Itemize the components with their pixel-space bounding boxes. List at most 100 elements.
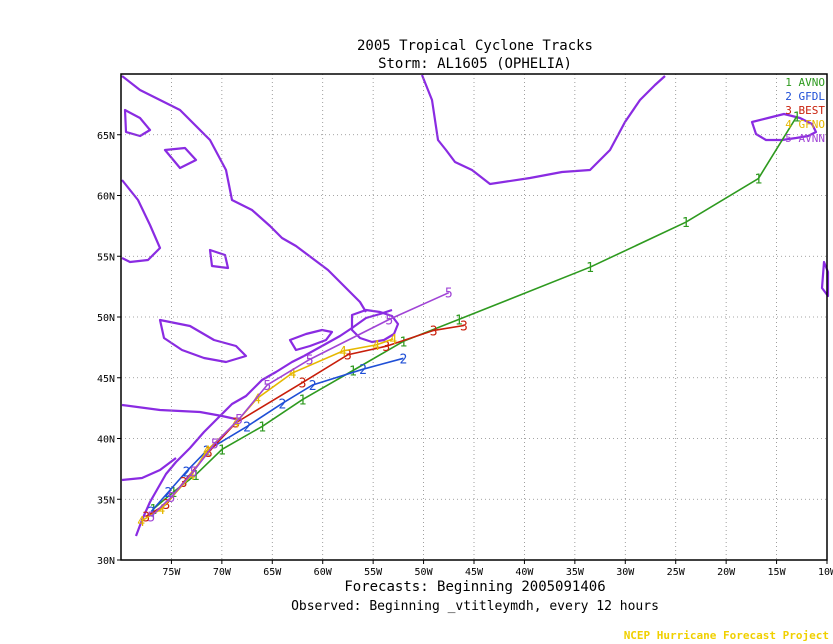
iceland-coast xyxy=(750,112,818,142)
greenland-coast xyxy=(420,74,666,186)
x-tick-label: 25W xyxy=(667,567,686,578)
x-tick-label: 45W xyxy=(465,567,484,578)
track-marker: 3 xyxy=(382,340,390,355)
y-tick-label: 50N xyxy=(97,313,115,324)
legend-entry: 2 GFDL xyxy=(785,90,825,103)
great-lakes-outline xyxy=(158,318,248,364)
track-marker: 4 xyxy=(389,333,397,348)
x-tick-label: 20W xyxy=(717,567,736,578)
y-tick-label: 40N xyxy=(97,435,115,446)
hudson-bay-coast xyxy=(121,179,162,264)
track-marker: 2 xyxy=(203,445,211,460)
track-marker: 2 xyxy=(309,379,317,394)
y-tick-label: 55N xyxy=(97,252,115,263)
y-tick-label: 65N xyxy=(97,131,115,142)
track-marker: 5 xyxy=(235,413,243,428)
track-marker: 5 xyxy=(190,465,198,480)
legend-entry: 5 AVNN xyxy=(785,132,825,145)
track-marker: 1 xyxy=(399,335,407,350)
labrador-coast xyxy=(121,75,367,313)
x-tick-label: 35W xyxy=(566,567,585,578)
track-marker: 2 xyxy=(243,420,251,435)
x-tick-label: 60W xyxy=(314,567,333,578)
track-marker: 1 xyxy=(793,111,801,126)
x-tick-label: 10W xyxy=(818,567,833,578)
track-marker: 2 xyxy=(164,486,172,501)
nova-scotia-coast xyxy=(288,328,334,352)
track-marker: 4 xyxy=(339,345,347,360)
x-tick-label: 75W xyxy=(162,567,181,578)
track-marker: 3 xyxy=(430,324,438,339)
track-line xyxy=(150,291,450,517)
x-tick-label: 50W xyxy=(415,567,434,578)
track-marker: 3 xyxy=(299,377,307,392)
map-land xyxy=(121,74,830,537)
track-marker: 5 xyxy=(445,287,453,302)
track-marker: 4 xyxy=(372,339,380,354)
y-tick-label: 45N xyxy=(97,374,115,385)
grid-lines xyxy=(121,74,828,561)
track-marker: 5 xyxy=(385,313,393,328)
y-axis-ticks: 30N 35N 40N 45N 50N 55N 60N 65N xyxy=(97,131,121,567)
chart-title-line1: 2005 Tropical Cyclone Tracks xyxy=(357,38,593,54)
track-marker: 1 xyxy=(299,394,307,409)
track-marker: 3 xyxy=(205,446,213,461)
track-marker: 1 xyxy=(455,313,463,328)
legend-entry: 1 AVNO xyxy=(785,76,825,89)
track-marker: 3 xyxy=(232,417,240,432)
track-marker: 4 xyxy=(232,417,240,432)
inland-boundary xyxy=(121,403,241,422)
track-line xyxy=(150,357,404,512)
track-marker: 1 xyxy=(258,420,266,435)
x-tick-label: 15W xyxy=(768,567,787,578)
plot-frame xyxy=(120,73,828,561)
y-tick-label: 60N xyxy=(97,192,115,203)
legend-entry: 4 GFNO xyxy=(785,118,825,131)
track-marker: 1 xyxy=(218,443,226,458)
legend-entry: 3 BEST xyxy=(785,104,825,117)
x-axis-ticks: 75W 70W 65W 60W 55W 50W 45W 40W 35W 30W 25W 20W 15W 1… xyxy=(162,560,833,578)
track-marker: 4 xyxy=(253,392,261,407)
track-marker: 5 xyxy=(263,379,271,394)
track-marker: 1 xyxy=(682,216,690,231)
track-marker: 2 xyxy=(183,465,191,480)
credit-text: NCEP Hurricane Forecast Project xyxy=(624,629,829,642)
x-tick-label: 40W xyxy=(515,567,534,578)
track-marker: 2 xyxy=(278,397,286,412)
x-tick-label: 65W xyxy=(263,567,282,578)
track-marker: 4 xyxy=(188,469,196,484)
track-marker: 5 xyxy=(211,437,219,452)
x-tick-label: 55W xyxy=(364,567,383,578)
track-marker: 3 xyxy=(344,349,352,364)
track-marker: 4 xyxy=(289,367,297,382)
track-marker: 1 xyxy=(755,172,763,187)
y-tick-label: 35N xyxy=(97,495,115,506)
x-tick-label: 70W xyxy=(213,567,232,578)
inland-boundary-2 xyxy=(121,457,177,482)
track-marker: 2 xyxy=(359,363,367,378)
us-east-coast xyxy=(134,355,305,537)
track-marker: 4 xyxy=(137,515,145,530)
track-marker: 5 xyxy=(306,354,314,369)
track-marker: 1 xyxy=(192,469,200,484)
track-marker: 4 xyxy=(157,503,165,518)
track-marker: 3 xyxy=(162,498,170,513)
baffin-islands xyxy=(123,108,230,270)
track-marker: 4 xyxy=(203,445,211,460)
y-tick-label: 30N xyxy=(97,556,115,567)
footer-observed-line: Observed: Beginning _vtitleymdh, every 1… xyxy=(291,599,659,614)
track-marker: 1 xyxy=(586,261,594,276)
track-marker: 2 xyxy=(399,352,407,367)
track-marker: 3 xyxy=(460,320,468,335)
footer-forecast-line: Forecasts: Beginning 2005091406 xyxy=(344,579,605,595)
chart-title-line2: Storm: AL1605 (OPHELIA) xyxy=(378,56,572,72)
track-line xyxy=(152,116,798,510)
track-marker: 5 xyxy=(168,491,176,506)
track-marker: 1 xyxy=(149,503,157,518)
x-tick-label: 30W xyxy=(616,567,635,578)
